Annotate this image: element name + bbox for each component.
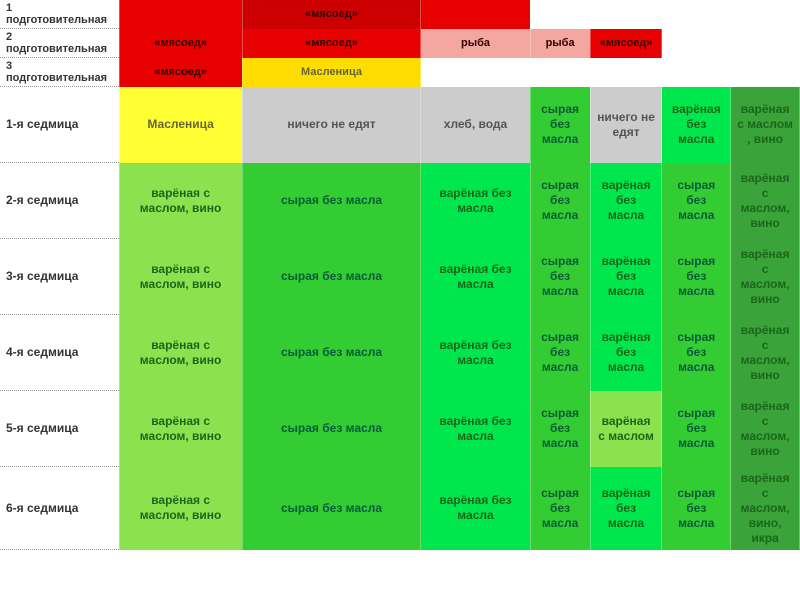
data-row-3-cell-4: варёная без масла [590,315,662,391]
data-row-4-cell-2: варёная без масла [421,391,530,467]
data-row-2-cell-3: сырая без масла [530,239,590,315]
hdr-row-1-cell-1: «мясоед» [242,29,421,58]
data-row-4-cell-4: варёная с маслом [590,391,662,467]
data-row-0-cell-6: варёная с маслом , вино [731,87,800,163]
data-row-4-cell-0: варёная с маслом, вино [119,391,242,467]
hdr-row-1: 2 подготовительная«мясоед»«мясоед»рыбары… [0,29,800,58]
data-row-5-cell-3: сырая без масла [530,467,590,550]
data-row-2: 3-я седмицаварёная с маслом, виносырая б… [0,239,800,315]
data-row-2-cell-1: сырая без масла [242,239,421,315]
fasting-calendar-table: 1 подготовительная«мясоед»2 подготовител… [0,0,800,550]
hdr-row-1-cell-4: «мясоед» [590,29,662,58]
data-row-1-cell-5: сырая без масла [662,163,731,239]
data-row-4-cell-1: сырая без масла [242,391,421,467]
data-row-1-cell-6: варёная с маслом, вино [731,163,800,239]
hdr-row-0-cell-2 [421,0,530,29]
data-row-4-cell-5: сырая без масла [662,391,731,467]
row-label: 3-я седмица [0,239,119,315]
data-row-1-cell-1: сырая без масла [242,163,421,239]
data-row-1-cell-0: варёная с маслом, вино [119,163,242,239]
data-row-4-cell-3: сырая без масла [530,391,590,467]
data-row-4-cell-6: варёная с маслом, вино [731,391,800,467]
data-row-0: 1-я седмицаМасленицаничего не едятхлеб, … [0,87,800,163]
row-label: 1 подготовительная [0,0,119,29]
data-row-3-cell-3: сырая без масла [530,315,590,391]
row-label: 6-я седмица [0,467,119,550]
data-row-5-cell-6: варёная с маслом, вино, икра [731,467,800,550]
data-row-2-cell-0: варёная с маслом, вино [119,239,242,315]
data-row-5: 6-я седмицаварёная с маслом, виносырая б… [0,467,800,550]
data-row-5-cell-0: варёная с маслом, вино [119,467,242,550]
data-row-2-cell-2: варёная без масла [421,239,530,315]
data-row-3-cell-0: варёная с маслом, вино [119,315,242,391]
data-row-5-cell-5: сырая без масла [662,467,731,550]
data-row-3-cell-2: варёная без масла [421,315,530,391]
hdr-row-2: 3 подготовительная«мясоед»Масленица [0,58,800,87]
hdr-row-1-cell-2: рыба [421,29,530,58]
data-row-0-cell-5: варёная без масла [662,87,731,163]
hdr-row-0: 1 подготовительная «мясоед» [0,0,800,29]
data-row-2-cell-4: варёная без масла [590,239,662,315]
data-row-1: 2-я седмицаварёная с маслом, виносырая б… [0,163,800,239]
row-label: 1-я седмица [0,87,119,163]
hdr-row-0-cell-1: «мясоед» [242,0,421,29]
data-row-4: 5-я седмицаварёная с маслом, виносырая б… [0,391,800,467]
data-row-0-cell-4: ничего не едят [590,87,662,163]
data-row-1-cell-4: варёная без масла [590,163,662,239]
data-row-0-cell-0: Масленица [119,87,242,163]
hdr-row-0-cell-0 [119,0,242,29]
data-row-5-cell-2: варёная без масла [421,467,530,550]
data-row-3: 4-я седмицаварёная с маслом, виносырая б… [0,315,800,391]
row-label: 3 подготовительная [0,58,119,87]
data-row-5-cell-4: варёная без масла [590,467,662,550]
hdr-row-1-cell-0: «мясоед» [119,29,242,58]
row-label: 4-я седмица [0,315,119,391]
data-row-0-cell-3: сырая без масла [530,87,590,163]
data-row-3-cell-6: варёная с маслом, вино [731,315,800,391]
data-row-2-cell-6: варёная с маслом, вино [731,239,800,315]
data-row-0-cell-1: ничего не едят [242,87,421,163]
data-row-0-cell-2: хлеб, вода [421,87,530,163]
hdr-row-2-cell-0: «мясоед» [119,58,242,87]
data-row-1-cell-2: варёная без масла [421,163,530,239]
data-row-3-cell-5: сырая без масла [662,315,731,391]
data-row-2-cell-5: сырая без масла [662,239,731,315]
hdr-row-1-cell-3: рыба [530,29,590,58]
row-label: 2-я седмица [0,163,119,239]
data-row-5-cell-1: сырая без масла [242,467,421,550]
data-row-3-cell-1: сырая без масла [242,315,421,391]
hdr-row-2-cell-1: Масленица [242,58,421,87]
row-label: 5-я седмица [0,391,119,467]
row-label: 2 подготовительная [0,29,119,58]
data-row-1-cell-3: сырая без масла [530,163,590,239]
